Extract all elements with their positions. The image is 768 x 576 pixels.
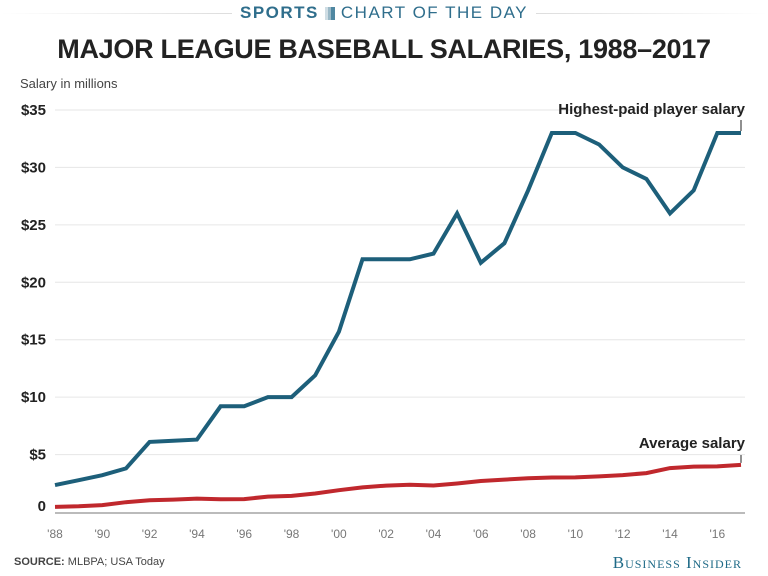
chart-title: MAJOR LEAGUE BASEBALL SALARIES, 1988–201… <box>57 34 711 64</box>
x-tick-label: '02 <box>378 527 394 541</box>
brand-logo: Business Insider <box>612 553 742 572</box>
y-axis-label: Salary in millions <box>20 76 118 91</box>
source-text: MLBPA; USA Today <box>67 556 165 568</box>
x-tick-label: '90 <box>94 527 110 541</box>
x-tick-label: '94 <box>189 527 205 541</box>
x-tick-label: '98 <box>284 527 300 541</box>
bar-chart-icon <box>324 6 335 20</box>
x-tick-label: '12 <box>615 527 631 541</box>
x-tick-label: '06 <box>473 527 489 541</box>
x-tick-label: '96 <box>236 527 252 541</box>
x-tick-label: '16 <box>710 527 726 541</box>
y-tick-label: $10 <box>21 389 46 406</box>
section-label: SPORTS <box>240 3 319 22</box>
x-tick-label: '08 <box>520 527 536 541</box>
x-tick-label: '88 <box>47 527 63 541</box>
chart-header: SPORTS CHART OF THE DAY <box>0 0 768 26</box>
y-tick-label: 0 <box>38 498 46 515</box>
series-line-average <box>54 462 742 509</box>
x-tick-label: '04 <box>426 527 442 541</box>
y-tick-label: $25 <box>21 217 46 234</box>
y-tick-label: $30 <box>21 159 46 176</box>
y-tick-label: $35 <box>21 102 46 119</box>
y-tick-label: $5 <box>29 447 46 464</box>
x-tick-label: '00 <box>331 527 347 541</box>
header-rule-right <box>536 12 768 14</box>
x-tick-label: '92 <box>142 527 158 541</box>
series-label: CHART OF THE DAY <box>340 3 529 22</box>
y-tick-label: $20 <box>21 274 46 291</box>
source-note: SOURCE: MLBPA; USA Today <box>14 556 165 568</box>
series-line-highest-paid <box>54 131 741 488</box>
y-tick-label: $15 <box>21 332 46 349</box>
annotation-average: Average salary <box>639 435 746 452</box>
header-rule-left <box>0 12 232 14</box>
x-tick-label: '10 <box>568 527 584 541</box>
x-tick-label: '14 <box>662 527 678 541</box>
annotation-highest-paid: Highest-paid player salary <box>558 101 745 118</box>
source-label: SOURCE: <box>14 556 65 568</box>
